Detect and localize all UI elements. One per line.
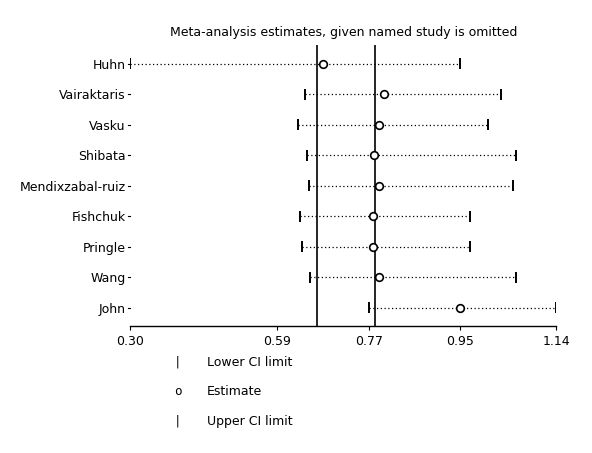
Text: o: o xyxy=(174,386,181,398)
Text: |: | xyxy=(174,356,181,369)
Text: Lower CI limit: Lower CI limit xyxy=(207,356,292,369)
Text: Estimate: Estimate xyxy=(207,386,262,398)
Title: Meta-analysis estimates, given named study is omitted: Meta-analysis estimates, given named stu… xyxy=(170,25,517,39)
Text: |: | xyxy=(174,415,181,428)
Text: Upper CI limit: Upper CI limit xyxy=(207,415,293,428)
